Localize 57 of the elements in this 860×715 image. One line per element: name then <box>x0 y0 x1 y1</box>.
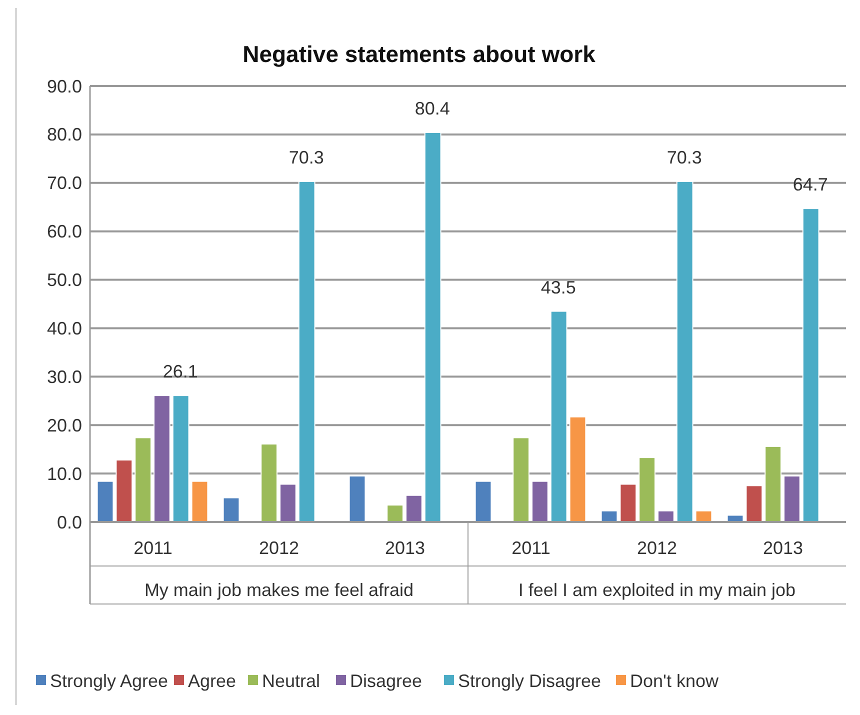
x-tick-label: 2013 <box>384 538 426 558</box>
bar <box>550 310 568 522</box>
text: I feel I am exploited in my main job <box>518 580 796 600</box>
data-label: 80.4 <box>414 98 450 119</box>
bar <box>638 457 656 522</box>
bar <box>406 494 422 522</box>
data-label: 70.3 <box>666 147 702 168</box>
x-tick-label: 2011 <box>134 538 172 558</box>
data-label: 43.5 <box>540 277 576 298</box>
legend-label: Strongly Agree <box>50 671 168 691</box>
bar <box>746 485 763 522</box>
y-tick-label: 70.0 <box>46 173 82 194</box>
bar <box>116 459 133 522</box>
bar <box>676 180 694 522</box>
y-tick-label: 20.0 <box>46 415 82 436</box>
bar <box>96 480 114 522</box>
bar <box>764 446 782 522</box>
bar <box>280 484 296 522</box>
legend-label: Strongly Disagree <box>458 671 602 691</box>
bar <box>784 475 800 522</box>
data-label: 64.7 <box>792 174 828 195</box>
y-tick-label: 90.0 <box>46 76 82 96</box>
bar <box>569 416 586 522</box>
y-tick-label: 50.0 <box>46 270 82 290</box>
bar <box>474 480 492 522</box>
bar <box>298 180 316 522</box>
legend-label: Neutral <box>262 671 320 691</box>
bar <box>154 395 170 522</box>
bar <box>222 497 240 522</box>
bar <box>348 475 366 522</box>
bar <box>512 437 530 522</box>
x-tick-label: 2012 <box>636 538 678 558</box>
chart-title: Negative statements about work <box>242 41 596 67</box>
bar <box>424 132 442 522</box>
x-tick-label: 2013 <box>762 538 804 558</box>
bar <box>191 480 208 522</box>
bar <box>260 444 278 522</box>
bar <box>134 437 152 522</box>
x-tick-label: 2011 <box>512 538 550 558</box>
y-tick-label: 60.0 <box>46 222 82 242</box>
bar <box>532 480 548 522</box>
legend-label: Disagree <box>350 671 422 691</box>
data-label: 26.1 <box>162 362 198 382</box>
x-tick-label: 2012 <box>258 538 300 558</box>
bar <box>386 504 404 522</box>
bar <box>172 395 190 522</box>
legend-label: Don't know <box>630 671 720 691</box>
y-tick-label: 40.0 <box>46 318 82 339</box>
y-tick-label: 0.0 <box>56 512 82 532</box>
data-label: 70.3 <box>288 147 324 168</box>
y-tick-label: 30.0 <box>46 366 82 387</box>
bar <box>802 208 820 522</box>
bar <box>620 484 637 522</box>
legend-label: Agree <box>188 671 236 691</box>
text: My main job makes me feel afraid <box>144 580 414 600</box>
y-tick-label: 80.0 <box>46 124 82 145</box>
y-tick-label: 10.0 <box>46 464 82 484</box>
